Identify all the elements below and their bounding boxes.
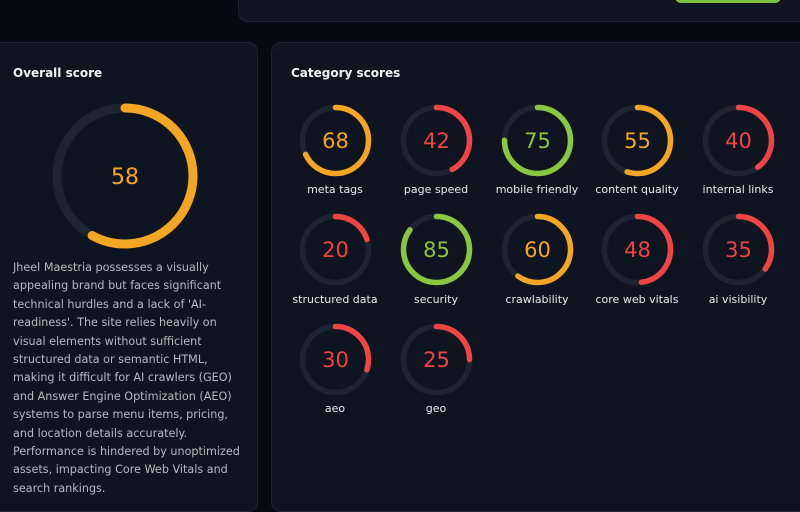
category-gauge: 20 — [299, 213, 371, 286]
category-label: security — [414, 292, 458, 306]
gauge-score: 75 — [524, 129, 551, 153]
gauge-score: 42 — [423, 129, 450, 153]
gauge-score: 20 — [322, 238, 349, 262]
gauge-arc — [501, 104, 573, 176]
category-label: aeo — [324, 402, 346, 415]
gauge-arc — [400, 213, 472, 286]
gauge-arc — [299, 104, 371, 176]
overall-title: Overall score — [13, 66, 103, 80]
gauge-arc — [702, 213, 774, 286]
action-button[interactable] — [675, 0, 781, 3]
category-label: structured data — [292, 292, 378, 306]
gauge-arc — [601, 104, 673, 176]
gauge-score: 58 — [111, 165, 139, 190]
category-label: meta tags — [307, 183, 363, 196]
category-gauge: 85 — [400, 213, 472, 286]
category-label: content quality — [595, 183, 679, 196]
category-gauge: 68 — [299, 104, 371, 176]
gauge-arc — [400, 104, 472, 176]
category-label: internal links — [702, 183, 774, 196]
category-gauge: 40 — [702, 104, 774, 176]
gauge-arc — [52, 103, 198, 249]
gauge-score: 40 — [725, 129, 752, 153]
gauge-arc — [299, 213, 371, 286]
category-label: ai visibility — [708, 292, 768, 306]
gauge-score: 68 — [322, 129, 349, 153]
overall-description: Jheel Maestria possesses a visually appe… — [13, 261, 240, 495]
gauge-arc — [501, 213, 573, 286]
gauge-score: 55 — [624, 129, 651, 153]
category-gauge: 75 — [501, 104, 573, 176]
category-gauge: 35 — [702, 213, 774, 286]
category-gauge: 48 — [601, 213, 673, 286]
gauge-arc — [601, 213, 673, 286]
gauge-score: 85 — [423, 238, 450, 262]
gauge-arc — [702, 104, 774, 176]
gauge-score: 35 — [725, 238, 752, 262]
category-label: mobile friendly — [495, 183, 579, 196]
category-label: geo — [425, 402, 447, 415]
gauge-score: 60 — [524, 238, 551, 262]
category-gauge: 60 — [501, 213, 573, 286]
category-label: core web vitals — [595, 292, 679, 306]
category-gauge: 42 — [400, 104, 472, 176]
category-label: crawlability — [505, 292, 569, 306]
gauge-score: 25 — [423, 348, 450, 372]
gauge-arc — [400, 323, 472, 395]
categories-title: Category scores — [291, 66, 401, 80]
gauge-score: 30 — [322, 348, 349, 372]
category-gauge: 55 — [601, 104, 673, 176]
overall-gauge: 58 — [52, 103, 198, 249]
overall-panel — [0, 42, 258, 512]
gauge-arc — [299, 323, 371, 395]
gauge-score: 48 — [624, 238, 651, 262]
category-gauge: 25 — [400, 323, 472, 395]
category-label: page speed — [403, 183, 469, 196]
category-gauge: 30 — [299, 323, 371, 395]
top-bar — [238, 0, 800, 22]
